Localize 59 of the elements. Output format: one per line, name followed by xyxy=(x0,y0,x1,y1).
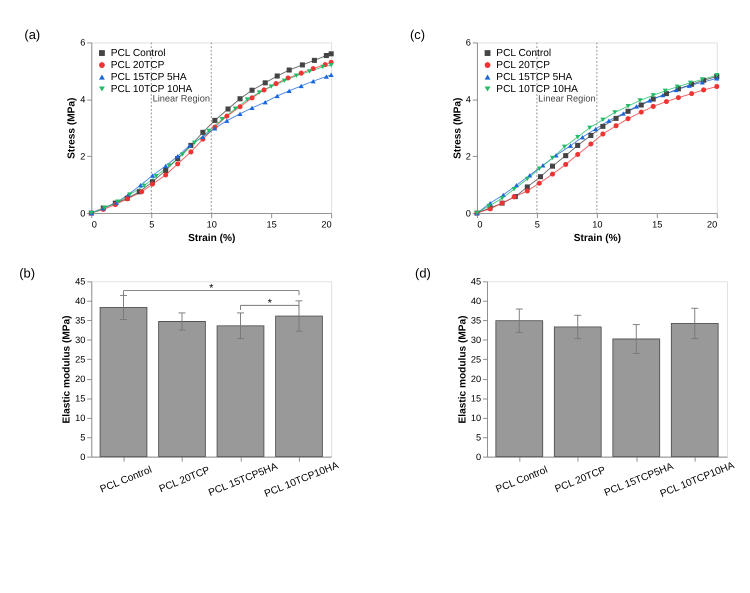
legend-label: PCL 20TCP xyxy=(110,60,165,71)
y-tick-label: 25 xyxy=(75,354,86,364)
y-axis-title: Elastic modulus (MPa) xyxy=(62,315,73,424)
y-tick-label: 35 xyxy=(75,316,86,326)
y-tick-label: 2 xyxy=(466,151,471,162)
legend-label: PCL 10TCP 10HA xyxy=(496,84,578,95)
x-tick-label: 5 xyxy=(534,219,540,230)
x-axis-title: Strain (%) xyxy=(574,233,621,244)
x-tick-label: 15 xyxy=(652,219,662,230)
annotation: * xyxy=(209,282,214,295)
y-axis-title: Elastic modulus (MPa) xyxy=(457,315,468,424)
y-tick-label: 30 xyxy=(75,335,86,346)
legend-label: PCL Control xyxy=(110,48,166,59)
legend-label: PCL 10TCP 10HA xyxy=(110,84,193,95)
chart-title: (c) xyxy=(410,26,426,42)
y-tick-label: 10 xyxy=(470,412,482,423)
y-tick-label: 2 xyxy=(80,151,86,162)
y-tick-label: 20 xyxy=(75,374,86,384)
y-tick-label: 25 xyxy=(470,354,482,364)
y-tick-label: 0 xyxy=(80,208,86,218)
x-tick-label: 5 xyxy=(149,219,154,230)
y-tick-label: 35 xyxy=(470,316,482,326)
y-tick-label: 45 xyxy=(75,276,86,287)
y-tick-label: 0 xyxy=(80,452,86,462)
y-tick-label: 45 xyxy=(470,276,482,287)
y-tick-label: 6 xyxy=(466,38,471,48)
y-tick-label: 40 xyxy=(470,296,482,306)
x-tick-label: 0 xyxy=(92,219,97,230)
y-tick-label: 20 xyxy=(470,374,482,384)
y-tick-label: 10 xyxy=(75,412,86,423)
x-tick-label: 10 xyxy=(592,219,602,230)
legend-label: PCL 15TCP 5HA xyxy=(110,72,187,83)
y-tick-label: 15 xyxy=(75,393,86,404)
y-tick-label: 4 xyxy=(80,94,86,105)
x-tick-label: 20 xyxy=(706,219,718,230)
y-tick-label: 0 xyxy=(476,452,482,462)
legend-label: PCL 15TCP 5HA xyxy=(496,72,573,83)
annotation: Linear Region xyxy=(152,94,210,104)
chart-title: (d) xyxy=(415,266,431,281)
y-axis-title: Stress (MPa) xyxy=(66,98,78,159)
x-tick-label: 10 xyxy=(206,219,217,230)
x-tick-label: 15 xyxy=(266,219,277,230)
y-tick-label: 6 xyxy=(80,38,86,48)
chart-title: (b) xyxy=(19,266,36,281)
y-axis-title: Stress (MPa) xyxy=(452,98,464,159)
legend-label: PCL 20TCP xyxy=(496,60,550,71)
annotation: Linear Region xyxy=(538,94,596,104)
y-tick-label: 5 xyxy=(80,432,86,442)
y-tick-label: 5 xyxy=(476,432,482,442)
chart-title: (a) xyxy=(24,26,40,42)
legend-label: PCL Control xyxy=(496,48,552,59)
y-tick-label: 0 xyxy=(466,208,471,218)
x-tick-label: 20 xyxy=(321,219,332,230)
y-tick-label: 40 xyxy=(75,296,86,306)
y-tick-label: 15 xyxy=(470,393,482,404)
x-axis-title: Strain (%) xyxy=(188,233,236,244)
y-tick-label: 4 xyxy=(466,94,471,105)
annotation: * xyxy=(268,297,273,310)
y-tick-label: 30 xyxy=(470,335,482,346)
